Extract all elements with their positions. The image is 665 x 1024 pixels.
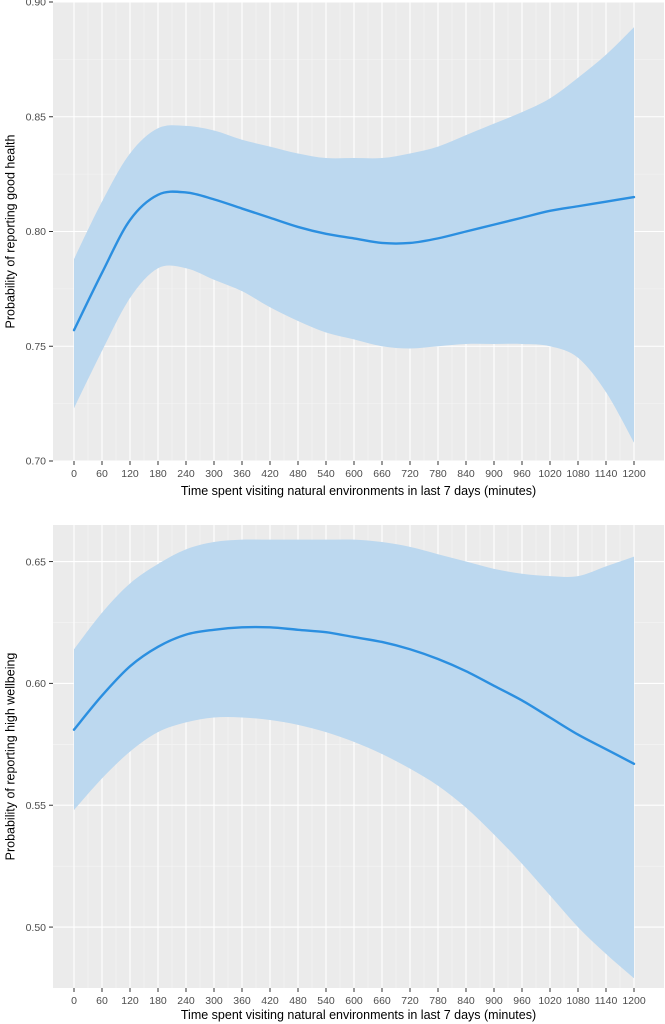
- high-wellbeing-y-tick-label-0-50: 0.50: [26, 922, 47, 934]
- good-health-y-tick-label-0-80: 0.80: [26, 226, 47, 238]
- high-wellbeing-x-tick-label-900: 900: [485, 995, 503, 1007]
- high-wellbeing-x-tick-label-240: 240: [177, 995, 195, 1007]
- good-health-x-tick-label-1020: 1020: [538, 468, 562, 480]
- high-wellbeing-x-tick-label-540: 540: [317, 995, 335, 1007]
- good-health-y-tick-label-0-70: 0.70: [26, 456, 47, 468]
- good-health-x-axis-title: Time spent visiting natural environments…: [181, 484, 536, 498]
- high-wellbeing-x-tick-label-300: 300: [205, 995, 223, 1007]
- high-wellbeing-x-tick-label-1080: 1080: [566, 995, 590, 1007]
- high-wellbeing-x-tick-label-120: 120: [121, 995, 139, 1007]
- high-wellbeing-y-tick-label-0-55: 0.55: [26, 800, 47, 812]
- good-health-plot: 0 60 120 180 240 300 360 420 480 540 600 660 720 780 8…: [3, 0, 664, 498]
- high-wellbeing-y-axis-title: Probability of reporting high wellbeing: [3, 653, 17, 861]
- high-wellbeing-x-tick-label-360: 360: [233, 995, 251, 1007]
- high-wellbeing-x-tick-label-1140: 1140: [595, 995, 618, 1007]
- high-wellbeing-x-tick-label-780: 780: [429, 995, 447, 1007]
- high-wellbeing-x-tick-label-1020: 1020: [538, 995, 562, 1007]
- good-health-x-tick-label-0: 0: [71, 468, 77, 480]
- good-health-x-tick-label-240: 240: [177, 468, 195, 480]
- good-health-x-tick-label-780: 780: [429, 468, 447, 480]
- good-health-y-tick-label-0-75: 0.75: [26, 341, 47, 353]
- high-wellbeing-x-tick-label-600: 600: [345, 995, 363, 1007]
- high-wellbeing-x-tick-label-0: 0: [71, 995, 77, 1007]
- high-wellbeing-x-tick-label-480: 480: [289, 995, 307, 1007]
- high-wellbeing-x-tick-label-420: 420: [261, 995, 279, 1007]
- high-wellbeing-fitted-line: [72, 625, 636, 766]
- good-health-x-tick-label-180: 180: [149, 468, 167, 480]
- good-health-x-tick-label-900: 900: [485, 468, 503, 480]
- good-health-x-tick-label-540: 540: [317, 468, 335, 480]
- good-health-y-tick-label-0-85: 0.85: [26, 111, 47, 123]
- good-health-x-tick-label-60: 60: [96, 468, 108, 480]
- high-wellbeing-x-tick-label-180: 180: [149, 995, 167, 1007]
- good-health-y-axis-title: Probability of reporting good health: [3, 135, 17, 329]
- good-health-x-tick-label-360: 360: [233, 468, 251, 480]
- good-health-x-tick-label-120: 120: [121, 468, 139, 480]
- high-wellbeing-x-tick-label-60: 60: [96, 995, 108, 1007]
- good-health-x-tick-label-1080: 1080: [566, 468, 590, 480]
- high-wellbeing-x-tick-label-1200: 1200: [622, 995, 646, 1007]
- high-wellbeing-confidence-band: [74, 539, 634, 979]
- high-wellbeing-plot: 0 60 120 180 240 300 360 420 480 540 600 660 720 780 8…: [3, 525, 664, 1022]
- good-health-x-tick-label-960: 960: [513, 468, 531, 480]
- high-wellbeing-x-tick-label-960: 960: [513, 995, 531, 1007]
- good-health-x-tick-label-840: 840: [457, 468, 475, 480]
- high-wellbeing-x-tick-label-720: 720: [401, 995, 419, 1007]
- good-health-x-tick-label-1140: 1140: [595, 468, 618, 480]
- good-health-y-tick-label-0-90: 0.90: [26, 0, 47, 9]
- high-wellbeing-x-tick-label-660: 660: [373, 995, 391, 1007]
- high-wellbeing-y-tick-label-0-65: 0.65: [26, 556, 47, 568]
- high-wellbeing-x-tick-label-840: 840: [457, 995, 475, 1007]
- good-health-x-tick-label-720: 720: [401, 468, 419, 480]
- high-wellbeing-x-axis-title: Time spent visiting natural environments…: [181, 1008, 536, 1022]
- good-health-confidence-band: [74, 27, 634, 443]
- good-health-fitted-line: [72, 190, 636, 332]
- good-health-x-tick-label-660: 660: [373, 468, 391, 480]
- good-health-x-tick-label-420: 420: [261, 468, 279, 480]
- good-health-x-tick-label-480: 480: [289, 468, 307, 480]
- good-health-x-tick-label-300: 300: [205, 468, 223, 480]
- high-wellbeing-y-tick-label-0-60: 0.60: [26, 678, 47, 690]
- good-health-x-tick-label-1200: 1200: [622, 468, 646, 480]
- good-health-x-tick-label-600: 600: [345, 468, 363, 480]
